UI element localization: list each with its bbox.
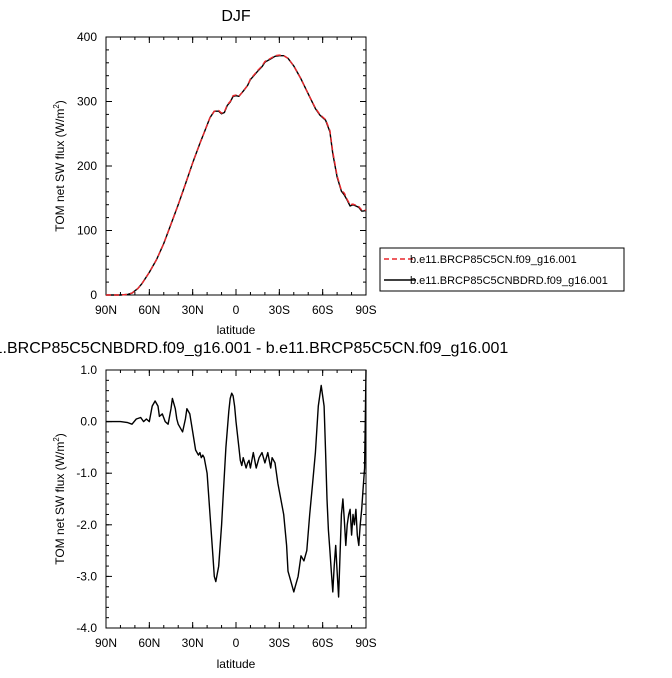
top-axis-ticks: 90N 60N 30N 0 30S 60S 90S 0 100 200 300 400 [77,30,377,317]
y-tick-label: 200 [77,159,97,173]
y-tick-label: -1.0 [76,466,97,480]
y-tick-label: 400 [77,30,97,44]
x-tick-label: 60N [138,303,160,317]
series-line-0 [106,369,367,598]
legend-label-bdrd: b.e11.BRCP85C5CNBDRD.f09_g16.001 [410,275,608,287]
top-x-axis-label: latitude [217,323,256,337]
y-tick-label: 0.0 [80,415,97,429]
series-line-0 [106,54,367,296]
x-tick-label: 0 [233,303,240,317]
top-chart-title: DJF [221,8,251,25]
series-line-1 [106,55,367,296]
x-tick-label: 60S [312,303,333,317]
x-tick-label: 30N [182,303,204,317]
bottom-chart-title: b.e11.BRCP85C5CNBDRD.f09_g16.001 - b.e11… [0,340,508,357]
y-tick-label: 0 [90,288,97,302]
x-tick-label: 0 [233,636,240,650]
x-tick-label: 60N [138,636,160,650]
x-tick-label: 90S [355,636,376,650]
bottom-series-lines [106,369,367,598]
y-tick-label: -3.0 [76,569,97,583]
y-tick-label: 1.0 [80,363,97,377]
y-tick-label: 300 [77,95,97,109]
x-tick-label: 30N [182,636,204,650]
bottom-panel: b.e11.BRCP85C5CNBDRD.f09_g16.001 - b.e11… [0,340,508,671]
top-y-axis-label: TOM net SW flux (W/m2) [52,100,67,232]
legend-label-cn: b.e11.BRCP85C5CN.f09_g16.001 [410,254,577,266]
x-tick-label: 90S [355,303,376,317]
x-tick-label: 90N [95,636,117,650]
x-tick-label: 60S [312,636,333,650]
y-tick-label: -4.0 [76,621,97,635]
y-tick-label: 100 [77,224,97,238]
legend: b.e11.BRCP85C5CN.f09_g16.001 b.e11.BRCP8… [379,247,625,292]
top-panel: DJF 90N 60N 30N 0 30S 60S 90S 0 100 200 300 400 lat… [52,8,625,337]
x-tick-label: 90N [95,303,117,317]
bottom-y-axis-label: TOM net SW flux (W/m2) [52,433,67,565]
x-tick-label: 30S [269,303,290,317]
legend-box [379,247,625,292]
top-plot-frame [105,36,367,296]
y-tick-label: -2.0 [76,518,97,532]
bottom-x-axis-label: latitude [217,657,256,671]
top-series-lines [106,54,367,296]
x-tick-label: 30S [269,636,290,650]
bottom-axis-ticks: 90N 60N 30N 0 30S 60S 90S 1.0 0.0 -1.0 -2.0 -3.0 -4.… [76,363,376,650]
